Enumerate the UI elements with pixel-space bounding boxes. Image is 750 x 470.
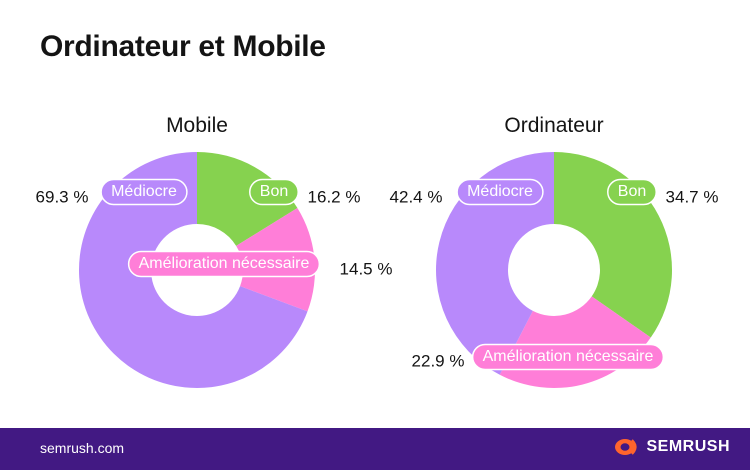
pill-background — [456, 178, 544, 206]
slice-mediocre — [435, 152, 554, 375]
value-label-amelioration-necessaire: 22.9 % — [412, 351, 465, 370]
chart-ordinateur: Ordinateur 34.7 % Bon 22.9 % Amélioration né… — [390, 114, 719, 388]
page-title: Ordinateur et Mobile — [40, 30, 326, 63]
pill-label: Bon — [618, 183, 646, 200]
category-pill-mediocre: Médiocre — [456, 178, 544, 206]
footer: semrush.com SEMRUSH — [0, 428, 750, 470]
slice-bon — [554, 152, 672, 338]
pill-background — [100, 178, 188, 206]
value-label-bon: 34.7 % — [666, 187, 719, 206]
donut-charts: Mobile 16.2 % Bon 14.5 % Amélioration nécess… — [36, 114, 719, 388]
brand-name: SEMRUSH — [646, 438, 730, 455]
footer-site-link[interactable]: semrush.com — [40, 440, 125, 456]
pill-background — [249, 178, 299, 206]
category-pill-bon: Bon — [249, 178, 299, 206]
pill-background — [607, 178, 657, 206]
value-label-bon: 16.2 % — [308, 187, 361, 206]
pill-background — [127, 250, 321, 278]
pill-label: Amélioration nécessaire — [139, 255, 310, 272]
value-label-amelioration-necessaire: 14.5 % — [340, 259, 393, 278]
chart-title: Ordinateur — [504, 114, 603, 137]
chart-mobile: Mobile 16.2 % Bon 14.5 % Amélioration nécess… — [36, 114, 393, 388]
category-pill-amelioration-necessaire: Amélioration nécessaire — [127, 250, 321, 278]
category-pill-bon: Bon — [607, 178, 657, 206]
value-label-mediocre: 42.4 % — [390, 187, 443, 206]
pill-label: Médiocre — [111, 183, 177, 200]
slice-bon — [197, 152, 298, 246]
pill-label: Médiocre — [467, 183, 533, 200]
brand-logo: SEMRUSH — [614, 438, 730, 456]
category-pill-amelioration-necessaire: Amélioration nécessaire — [471, 343, 665, 371]
semrush-fire-icon — [615, 439, 638, 455]
value-label-mediocre: 69.3 % — [36, 187, 89, 206]
slice-mediocre — [78, 152, 308, 388]
pill-label: Amélioration nécessaire — [483, 348, 654, 365]
category-pill-mediocre: Médiocre — [100, 178, 188, 206]
pill-label: Bon — [260, 183, 288, 200]
chart-title: Mobile — [166, 114, 228, 137]
pill-background — [471, 343, 665, 371]
